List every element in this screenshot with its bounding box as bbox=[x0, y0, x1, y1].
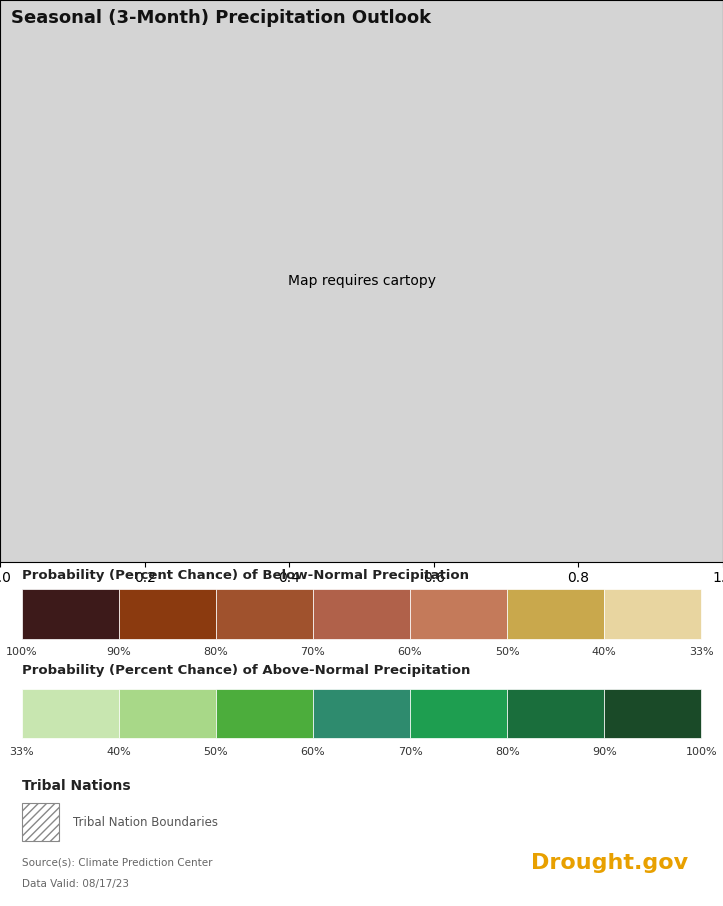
Text: 40%: 40% bbox=[106, 747, 131, 757]
Text: 60%: 60% bbox=[301, 747, 325, 757]
Text: Drought.gov: Drought.gov bbox=[531, 853, 688, 873]
Text: 50%: 50% bbox=[495, 647, 519, 658]
Text: 33%: 33% bbox=[9, 747, 34, 757]
Bar bbox=[119, 589, 216, 639]
Text: 90%: 90% bbox=[592, 747, 617, 757]
Bar bbox=[22, 589, 119, 639]
Bar bbox=[604, 589, 701, 639]
Text: 90%: 90% bbox=[106, 647, 131, 658]
Text: 60%: 60% bbox=[398, 647, 422, 658]
Bar bbox=[119, 689, 216, 738]
Bar bbox=[604, 689, 701, 738]
Text: Map requires cartopy: Map requires cartopy bbox=[288, 274, 435, 288]
Text: 70%: 70% bbox=[301, 647, 325, 658]
Bar bbox=[216, 589, 313, 639]
Text: Seasonal (3-Month) Precipitation Outlook: Seasonal (3-Month) Precipitation Outlook bbox=[11, 9, 431, 27]
Text: 70%: 70% bbox=[398, 747, 422, 757]
Text: 80%: 80% bbox=[203, 647, 228, 658]
Bar bbox=[410, 689, 507, 738]
Text: Probability (Percent Chance) of Below-Normal Precipitation: Probability (Percent Chance) of Below-No… bbox=[22, 569, 469, 582]
Text: 40%: 40% bbox=[592, 647, 617, 658]
Bar bbox=[313, 589, 410, 639]
Text: Tribal Nations: Tribal Nations bbox=[22, 779, 130, 793]
Text: Data Valid: 08/17/23: Data Valid: 08/17/23 bbox=[22, 879, 129, 889]
Text: 100%: 100% bbox=[685, 747, 717, 757]
Text: Probability (Percent Chance) of Above-Normal Precipitation: Probability (Percent Chance) of Above-No… bbox=[22, 664, 470, 677]
Text: 80%: 80% bbox=[495, 747, 520, 757]
Bar bbox=[507, 589, 604, 639]
Text: Tribal Nation Boundaries: Tribal Nation Boundaries bbox=[72, 815, 218, 829]
Bar bbox=[22, 689, 119, 738]
Text: 33%: 33% bbox=[689, 647, 714, 658]
Text: Source(s): Climate Prediction Center: Source(s): Climate Prediction Center bbox=[22, 857, 212, 867]
Text: 100%: 100% bbox=[6, 647, 38, 658]
Bar bbox=[216, 689, 313, 738]
Text: 50%: 50% bbox=[204, 747, 228, 757]
Bar bbox=[313, 689, 410, 738]
Bar bbox=[507, 689, 604, 738]
Bar bbox=[410, 589, 507, 639]
FancyBboxPatch shape bbox=[22, 803, 59, 841]
